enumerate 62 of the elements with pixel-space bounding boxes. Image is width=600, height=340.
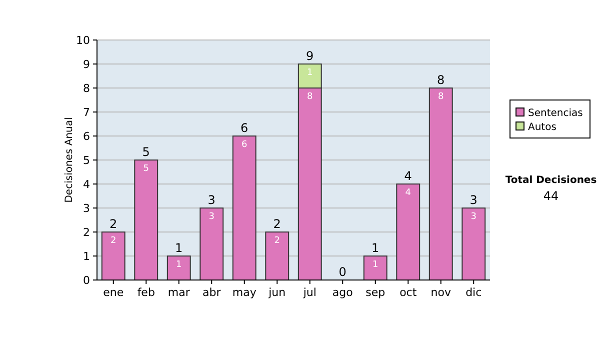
data-label: 1 xyxy=(307,68,313,78)
total-label: 6 xyxy=(240,121,248,135)
bar xyxy=(200,208,224,280)
total-label: 3 xyxy=(470,193,478,207)
y-tick-label: 1 xyxy=(83,250,90,263)
bar xyxy=(232,136,256,280)
data-label: 3 xyxy=(208,212,214,222)
x-tick-label: ene xyxy=(103,286,124,299)
total-label: 0 xyxy=(338,265,346,279)
total-label: 2 xyxy=(110,217,118,231)
bar xyxy=(396,184,420,280)
total-label: 2 xyxy=(273,217,281,231)
total-label: 5 xyxy=(142,145,150,159)
bar xyxy=(101,232,126,280)
text: 44 xyxy=(543,189,559,203)
total-label: 4 xyxy=(404,169,412,183)
total-label: 1 xyxy=(175,241,183,255)
x-tick-label: dic xyxy=(466,286,482,299)
y-tick-label: 0 xyxy=(83,274,90,287)
y-tick-label: 2 xyxy=(83,226,90,239)
x-tick-label: abr xyxy=(202,286,222,299)
legend-label: Sentencias xyxy=(528,108,583,119)
y-tick-label: 8 xyxy=(83,82,90,95)
y-tick-label: 10 xyxy=(76,34,90,47)
x-tick-label: mar xyxy=(168,286,190,299)
x-tick-label: nov xyxy=(430,286,452,299)
x-tick-label: jun xyxy=(268,286,286,299)
x-tick-label: may xyxy=(232,286,257,299)
x-tick-label: ago xyxy=(332,286,354,299)
x-tick-label: jul xyxy=(302,286,316,299)
bar xyxy=(428,88,453,280)
y-tick-label: 9 xyxy=(83,58,90,71)
data-label: 1 xyxy=(176,260,182,270)
total-label: 3 xyxy=(208,193,216,207)
bar xyxy=(265,232,290,280)
bar xyxy=(134,160,158,280)
x-tick-label: feb xyxy=(137,286,155,299)
total-label: 9 xyxy=(306,49,314,63)
data-label: 8 xyxy=(307,92,314,102)
text: Total Decisiones xyxy=(505,175,597,186)
x-tick-label: sep xyxy=(366,286,386,299)
legend-label: Autos xyxy=(528,122,556,133)
data-label: 1 xyxy=(372,260,378,270)
total-label: 1 xyxy=(372,241,380,255)
y-axis-title: Decisiones Anual xyxy=(64,117,75,203)
y-tick-label: 3 xyxy=(83,202,90,215)
bar xyxy=(363,256,388,280)
data-label: 2 xyxy=(110,236,116,246)
bar xyxy=(166,256,191,280)
y-tick-label: 6 xyxy=(83,130,90,143)
data-label: 2 xyxy=(274,236,280,246)
y-tick-label: 7 xyxy=(83,106,90,119)
data-label: 4 xyxy=(405,188,412,198)
bar xyxy=(462,208,486,280)
y-tick-label: 5 xyxy=(83,154,90,167)
data-label: 8 xyxy=(438,92,444,102)
total-label: 8 xyxy=(437,73,445,87)
data-label: 6 xyxy=(242,140,248,150)
y-tick-label: 4 xyxy=(83,178,90,191)
x-tick-label: oct xyxy=(400,286,418,299)
data-label: 3 xyxy=(470,212,476,222)
data-label: 5 xyxy=(143,164,149,174)
